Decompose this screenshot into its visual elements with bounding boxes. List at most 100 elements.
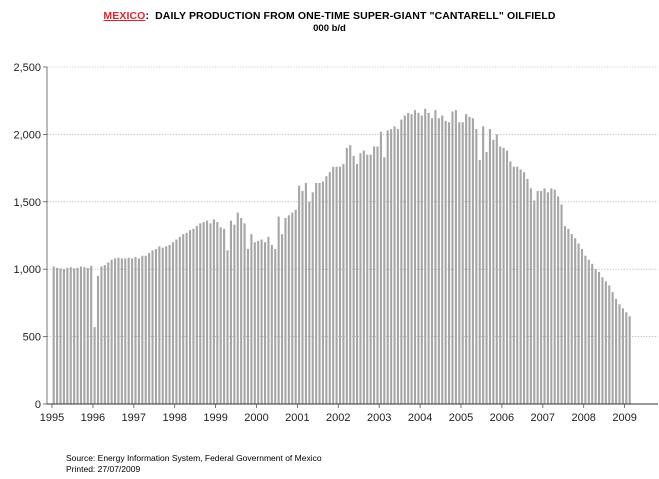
y-tick-label: 0 <box>35 399 41 411</box>
source-text: Source: Energy Information System, Feder… <box>66 453 322 463</box>
bar <box>523 172 526 404</box>
bar <box>342 164 345 404</box>
bar <box>373 146 376 404</box>
bar <box>281 234 284 404</box>
bar <box>308 201 311 404</box>
bar <box>134 257 137 404</box>
bar <box>328 172 331 404</box>
bar <box>403 115 406 404</box>
bar <box>526 178 529 404</box>
bar <box>114 258 117 404</box>
x-tick-label: 1998 <box>162 412 186 424</box>
bar <box>83 267 86 404</box>
bar <box>407 112 410 404</box>
bar <box>226 250 229 404</box>
bar <box>137 258 140 404</box>
x-tick-label: 2000 <box>244 412 268 424</box>
bar <box>229 220 232 404</box>
bar <box>369 154 372 404</box>
bar <box>246 248 250 404</box>
y-tick-label: 1,000 <box>13 264 41 276</box>
bar <box>441 115 444 404</box>
bar <box>86 267 89 404</box>
title-colon: : <box>145 10 156 22</box>
bar <box>362 150 365 404</box>
bar <box>417 112 420 404</box>
bar <box>171 242 175 404</box>
x-tick-label: 2006 <box>490 412 514 424</box>
y-tick-label: 2,000 <box>13 129 41 141</box>
bar <box>393 126 396 404</box>
bar <box>185 232 188 404</box>
bar <box>236 212 239 404</box>
bar <box>311 192 314 404</box>
y-tick-label: 1,500 <box>13 197 41 209</box>
bar <box>454 110 457 404</box>
bar <box>120 258 123 404</box>
bar <box>424 108 427 404</box>
bar <box>240 217 243 404</box>
bar <box>509 161 512 404</box>
bar <box>536 191 539 404</box>
bar <box>202 222 205 404</box>
bar <box>478 160 481 404</box>
bar <box>482 126 485 404</box>
bar <box>434 110 437 404</box>
bar <box>615 298 618 404</box>
bar <box>250 234 253 404</box>
bar <box>390 129 393 404</box>
bar <box>175 239 178 404</box>
bar <box>195 226 198 404</box>
x-tick-label: 1995 <box>40 412 64 424</box>
bar <box>594 269 597 404</box>
bar <box>321 181 325 404</box>
bar <box>413 110 417 404</box>
bar <box>611 292 614 404</box>
y-tick-label: 500 <box>23 332 41 344</box>
bar <box>315 182 318 404</box>
bar <box>570 234 573 404</box>
bar <box>287 215 290 404</box>
bar <box>151 250 154 404</box>
bar <box>223 228 226 404</box>
bar <box>52 266 55 404</box>
bar <box>110 259 113 404</box>
x-tick-label: 2007 <box>531 412 555 424</box>
bar <box>345 147 348 404</box>
bar <box>124 258 127 404</box>
bar <box>103 265 106 404</box>
x-tick-label: 2009 <box>612 412 636 424</box>
bar <box>563 226 567 404</box>
bar <box>502 147 505 404</box>
bar <box>444 120 447 405</box>
bar <box>66 267 69 404</box>
bar <box>298 185 301 404</box>
bar <box>73 268 76 404</box>
bar <box>219 227 222 404</box>
bar <box>533 200 536 404</box>
bar <box>359 153 362 404</box>
axes <box>43 66 658 408</box>
bar <box>59 268 62 404</box>
bar <box>161 247 164 404</box>
x-tick-label: 2003 <box>367 412 391 424</box>
bar <box>379 131 382 404</box>
bar <box>274 248 277 404</box>
bar <box>188 230 192 404</box>
bar <box>621 308 624 404</box>
bar <box>529 188 532 404</box>
bar <box>182 234 185 404</box>
bar <box>499 146 502 404</box>
bar <box>76 267 79 404</box>
bar <box>587 259 590 404</box>
bar <box>148 253 151 404</box>
bar <box>168 244 171 404</box>
bar <box>325 176 328 404</box>
bar <box>332 166 335 404</box>
x-tick-label: 2002 <box>326 412 350 424</box>
bar <box>516 166 519 404</box>
bar <box>56 267 59 404</box>
bar <box>270 244 273 404</box>
x-tick-label: 2004 <box>408 412 432 424</box>
